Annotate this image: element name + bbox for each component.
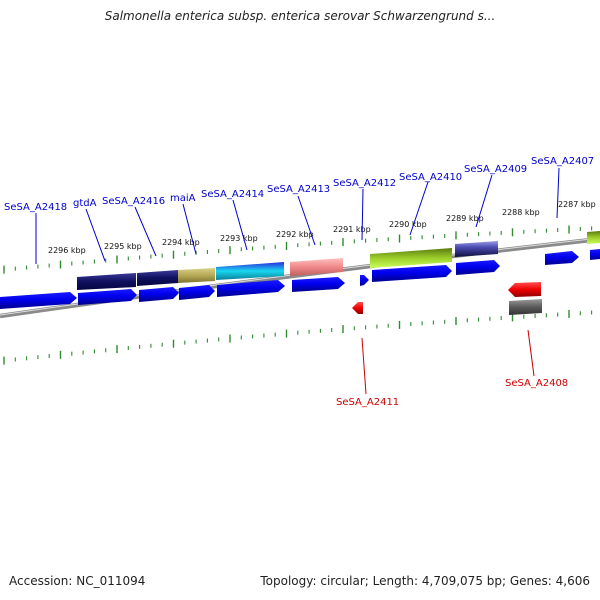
feature-block[interactable] — [587, 231, 600, 244]
feature-block[interactable] — [178, 268, 215, 283]
cds-arrow[interactable] — [217, 280, 285, 297]
gene-labels-top: SeSA_A2418 gtdA SeSA_A2416 maiA SeSA_A24… — [4, 156, 594, 264]
cds-plus-strand — [0, 249, 600, 309]
gene-label[interactable]: gtdA — [73, 198, 97, 209]
kbp-label: 2288 kbp — [502, 208, 540, 217]
feature-block[interactable] — [455, 241, 498, 257]
feature-block[interactable] — [509, 299, 542, 315]
kbp-scale: 2296 kbp 2295 kbp 2294 kbp 2293 kbp 2292… — [48, 200, 596, 255]
kbp-label: 2290 kbp — [389, 220, 427, 229]
kbp-label: 2293 kbp — [220, 234, 258, 243]
gene-labels-bottom: SeSA_A2411 SeSA_A2408 — [336, 329, 568, 408]
gene-label[interactable]: SeSA_A2408 — [505, 378, 568, 389]
kbp-label: 2291 kbp — [333, 225, 371, 234]
gene-label[interactable]: SeSA_A2412 — [333, 178, 396, 189]
kbp-label: 2295 kbp — [104, 242, 142, 251]
cds-arrow[interactable] — [179, 285, 215, 300]
cds-arrow-reverse[interactable] — [508, 282, 541, 297]
kbp-label: 2294 kbp — [162, 238, 200, 247]
kbp-label: 2289 kbp — [446, 214, 484, 223]
kbp-label: 2287 kbp — [558, 200, 596, 209]
cds-arrow[interactable] — [360, 275, 369, 286]
gene-label[interactable]: maiA — [170, 193, 196, 204]
outer-tick-ring — [3, 225, 593, 274]
gene-label[interactable]: SeSA_A2413 — [267, 184, 330, 195]
cds-minus-strand — [352, 282, 542, 315]
cds-arrow[interactable] — [456, 260, 500, 275]
gene-label[interactable]: SeSA_A2411 — [336, 397, 399, 408]
feature-block[interactable] — [216, 262, 284, 280]
cds-arrow[interactable] — [372, 265, 452, 282]
cds-arrow[interactable] — [78, 289, 137, 305]
cds-arrow[interactable] — [292, 277, 345, 292]
cds-arrow[interactable] — [545, 251, 579, 265]
accession-text: Accession: NC_011094 — [9, 574, 146, 588]
gene-label[interactable]: SeSA_A2418 — [4, 202, 67, 213]
feature-blocks — [77, 231, 600, 290]
inner-tick-ring — [3, 309, 593, 365]
gene-label[interactable]: SeSA_A2410 — [399, 172, 462, 183]
gene-label[interactable]: SeSA_A2409 — [464, 164, 527, 175]
cds-arrow[interactable] — [590, 249, 600, 260]
topology-text: Topology: circular; Length: 4,709,075 bp… — [260, 574, 590, 588]
cds-arrow-reverse[interactable] — [352, 302, 363, 314]
kbp-label: 2296 kbp — [48, 246, 86, 255]
feature-block[interactable] — [290, 258, 343, 276]
cds-arrow[interactable] — [139, 287, 179, 302]
feature-block[interactable] — [370, 248, 452, 268]
gene-label[interactable]: SeSA_A2416 — [102, 196, 165, 207]
feature-block[interactable] — [77, 273, 136, 290]
kbp-label: 2292 kbp — [276, 230, 314, 239]
map-title: Salmonella enterica subsp. enterica sero… — [104, 9, 496, 23]
gene-label[interactable]: SeSA_A2414 — [201, 189, 264, 200]
gene-label[interactable]: SeSA_A2407 — [531, 156, 594, 167]
cds-arrow[interactable] — [0, 292, 77, 309]
feature-block[interactable] — [137, 270, 178, 286]
